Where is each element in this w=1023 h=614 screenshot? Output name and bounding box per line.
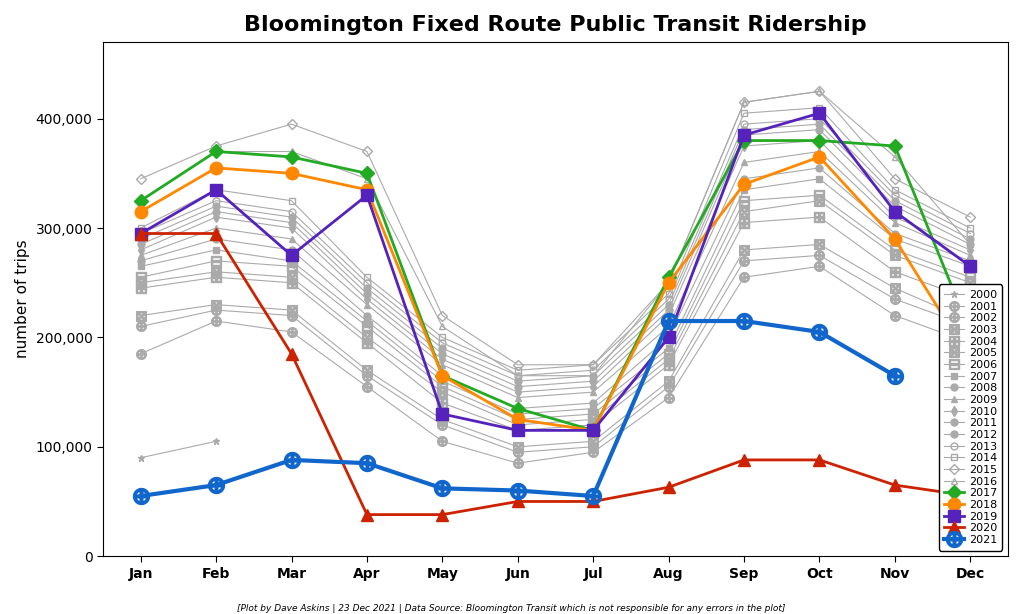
Title: Bloomington Fixed Route Public Transit Ridership: Bloomington Fixed Route Public Transit R… [244,15,866,35]
Legend: 2000, 2001, 2002, 2003, 2004, 2005, 2006, 2007, 2008, 2009, 2010, 2011, 2012, 20: 2000, 2001, 2002, 2003, 2004, 2005, 2006… [939,284,1003,551]
Text: [Plot by Dave Askins | 23 Dec 2021 | Data Source: Bloomington Transit which is n: [Plot by Dave Askins | 23 Dec 2021 | Dat… [237,604,786,613]
Y-axis label: number of trips: number of trips [15,240,30,359]
